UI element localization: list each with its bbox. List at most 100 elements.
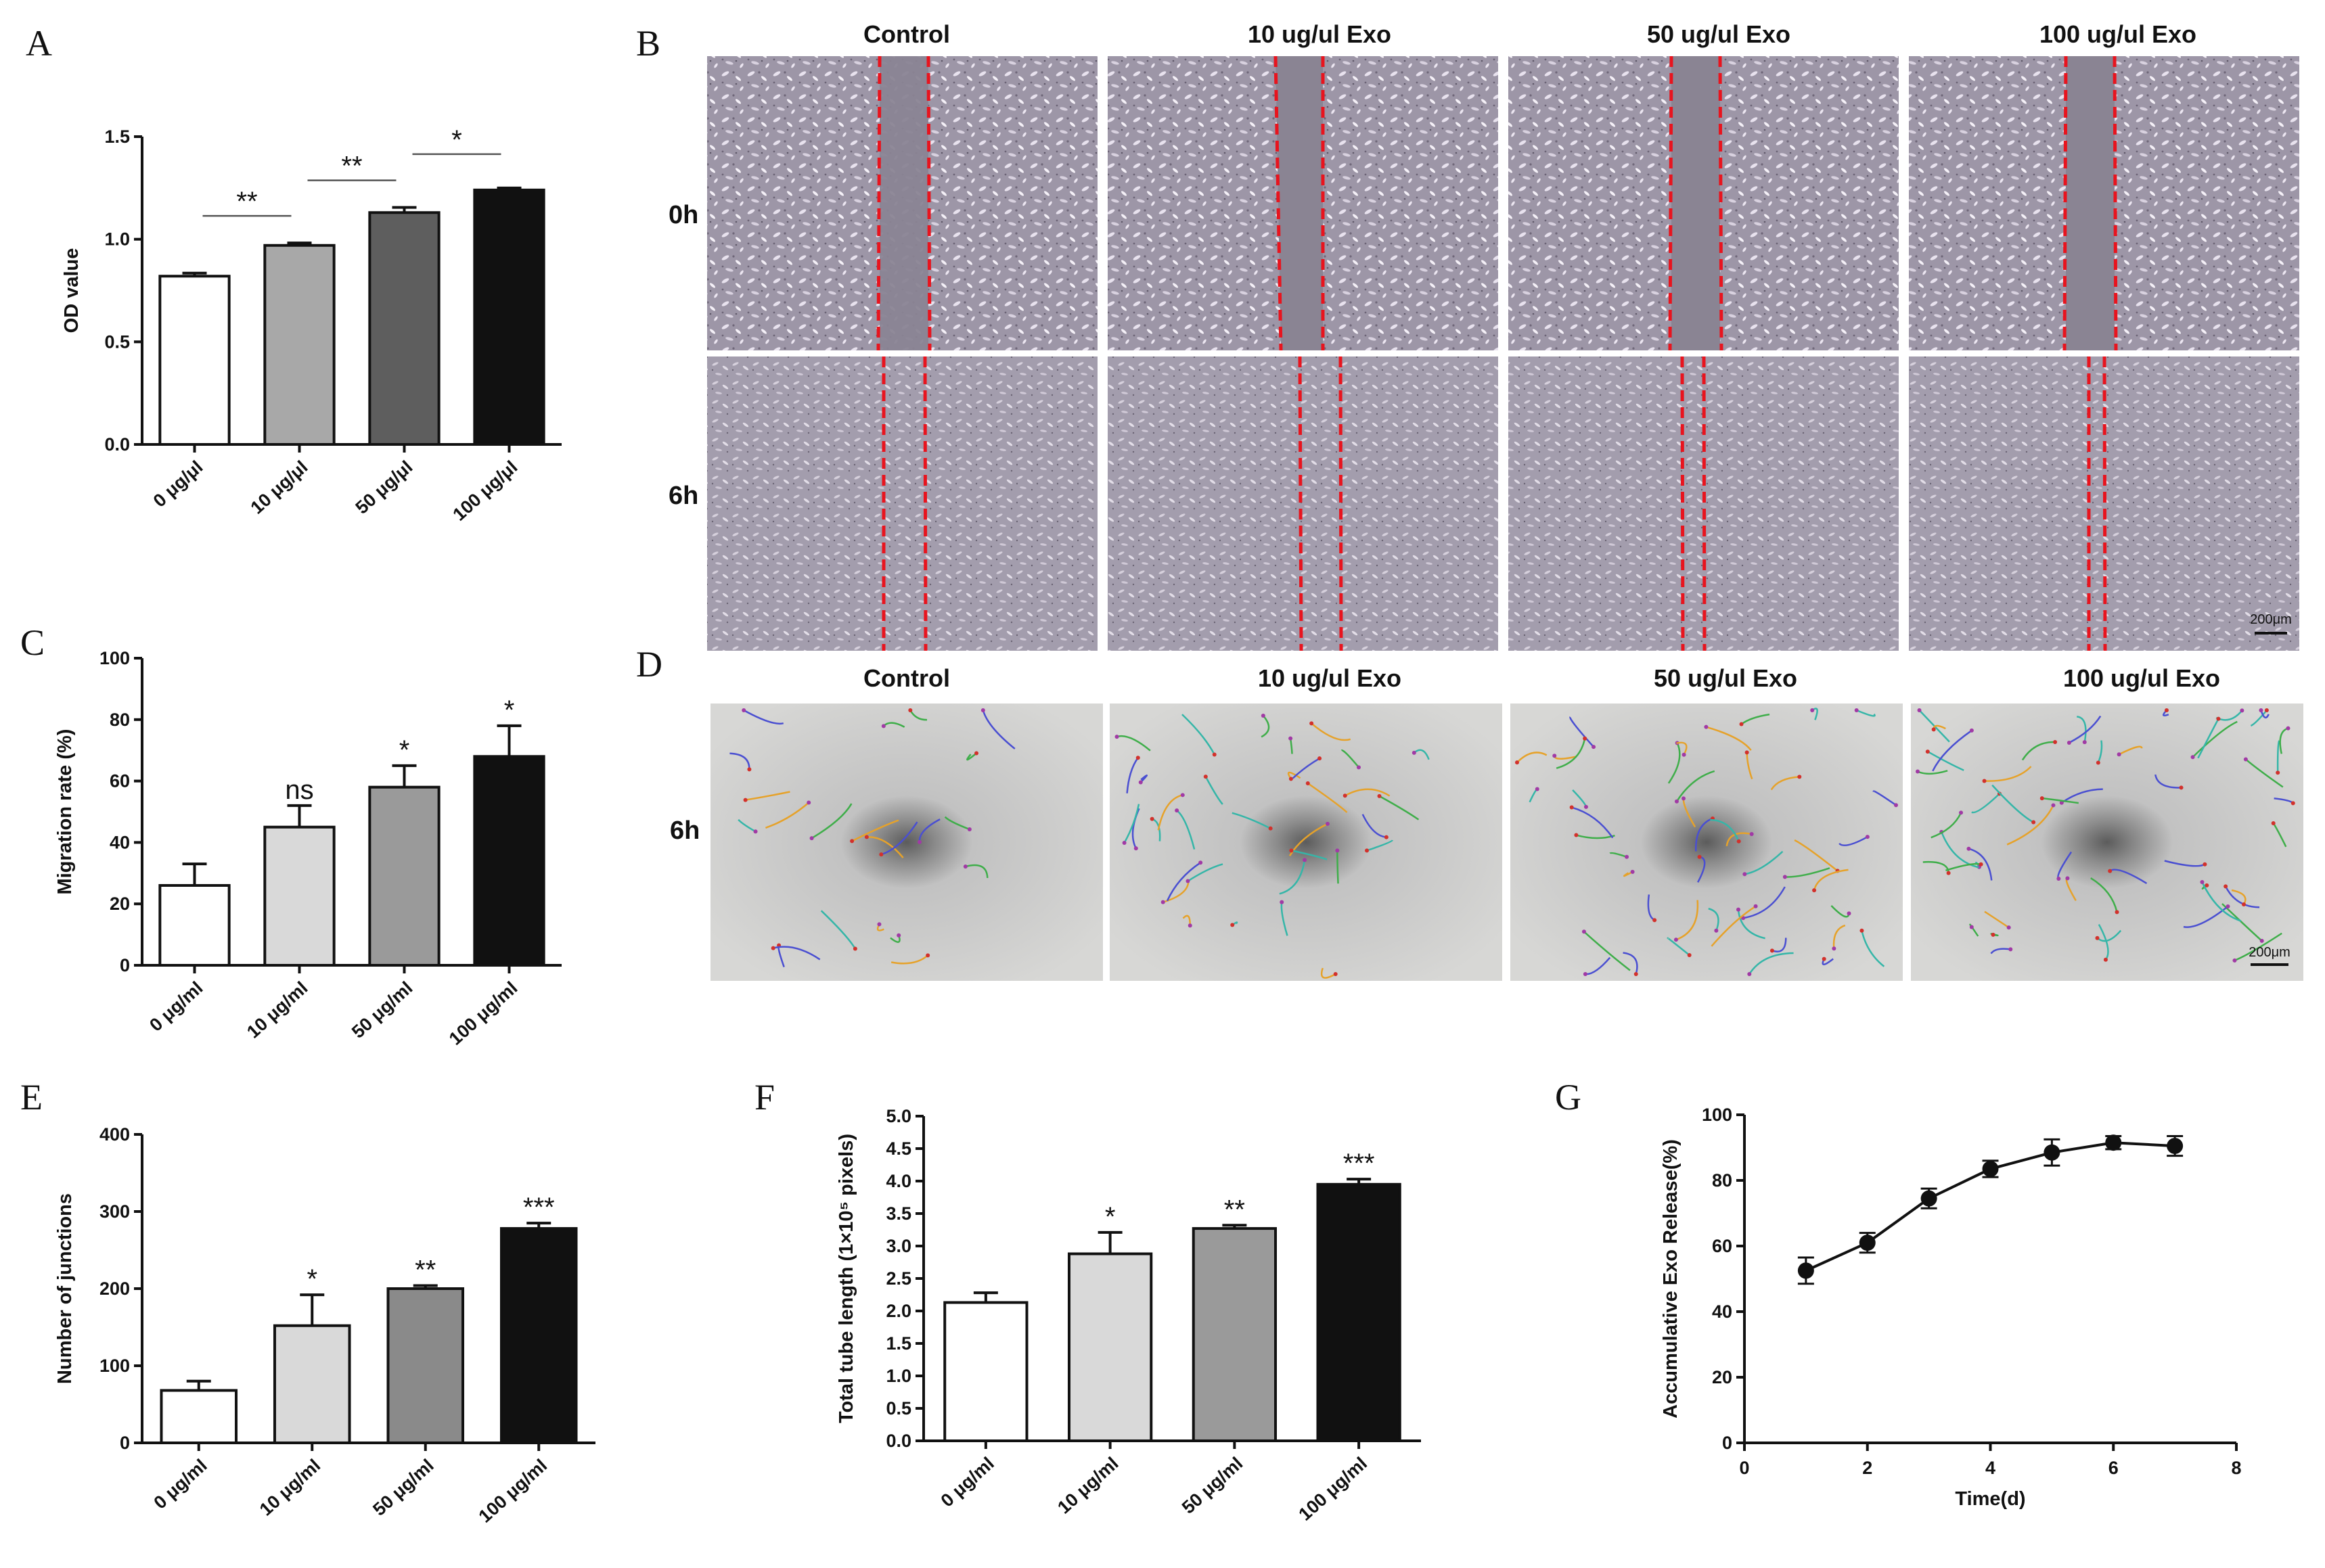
x-tick-label: 50 μg/ml xyxy=(369,1455,437,1520)
x-tick-label: 8 xyxy=(2231,1458,2241,1478)
tube-segment xyxy=(1794,839,1838,872)
tube-junction xyxy=(2286,726,2290,731)
tube-segment xyxy=(1157,794,1183,831)
scale-bar-label: 200μm xyxy=(2249,945,2290,960)
tube-segment xyxy=(1813,869,1849,891)
wound-edge-line xyxy=(926,55,932,351)
tube-segment xyxy=(966,752,977,761)
x-tick-label: 100 μg/μl xyxy=(449,457,521,525)
chart-a-od-value: 0.0 0.5 1.0 1.5 OD value 0 μg/μl 10 μg/μl 50 μg… xyxy=(61,125,562,525)
tube-segment xyxy=(1784,867,1830,878)
tube-segment xyxy=(1569,716,1594,747)
y-tick-label: 40 xyxy=(110,832,130,852)
bar xyxy=(1316,1182,1401,1443)
tube-segment xyxy=(1695,817,1713,852)
bar xyxy=(368,785,441,967)
data-point xyxy=(1982,1161,1999,1178)
tube-junction xyxy=(2067,740,2071,745)
tube-segment xyxy=(1583,931,1631,971)
tube-junction xyxy=(1198,860,1203,865)
x-tick-label: 10 μg/ml xyxy=(1054,1453,1122,1518)
tube-segment xyxy=(1838,836,1868,846)
tube-junction xyxy=(2179,785,2184,790)
wound-edge-line xyxy=(1298,356,1303,651)
y-tick-label: 1.0 xyxy=(886,1366,911,1386)
tube-junction xyxy=(2051,803,2056,808)
tube-segment xyxy=(1990,948,2011,954)
tube-junction xyxy=(1377,793,1382,798)
bar xyxy=(386,1287,465,1444)
tube-segment xyxy=(1748,952,1794,975)
tube-junction xyxy=(1982,779,1987,783)
bar xyxy=(473,188,545,446)
tube-segment xyxy=(1378,795,1420,821)
tube-junction xyxy=(1969,925,1974,929)
tube-segment xyxy=(765,802,810,829)
tube-junction xyxy=(1317,756,1322,761)
y-tick-label: 300 xyxy=(99,1201,130,1222)
tube-junction xyxy=(1203,775,1208,779)
tube-junction xyxy=(2065,876,2070,881)
tube-segment xyxy=(1737,909,1765,940)
panel-d-row-label: 6h xyxy=(670,816,700,845)
tube-junction xyxy=(2259,938,2264,943)
tube-junction xyxy=(1633,972,1638,976)
tube-junction xyxy=(877,922,882,927)
significance-label: * xyxy=(307,1264,317,1294)
tube-junction xyxy=(1742,872,1747,877)
tube-junction xyxy=(2059,800,2064,805)
panel-b-column-title: 100 ug/ul Exo xyxy=(2039,20,2196,48)
y-tick-label: 2.0 xyxy=(886,1301,911,1321)
wound-edge-line xyxy=(2113,55,2118,351)
tube-junction xyxy=(1865,835,1870,839)
tube-junction xyxy=(771,946,775,950)
tube-junction xyxy=(1959,810,1964,815)
tube-segment xyxy=(1968,848,1993,881)
x-tick-label: 4 xyxy=(1985,1458,1995,1478)
tube-segment xyxy=(1311,722,1351,741)
tube-junction xyxy=(1135,756,1140,760)
tube-junction xyxy=(1687,952,1692,957)
tube-segment xyxy=(1771,938,1787,952)
x-tick-label: 10 μg/μl xyxy=(247,457,312,518)
tube-segment xyxy=(1984,766,2032,782)
significance-label: *** xyxy=(1343,1149,1375,1178)
y-tick-label: 0.5 xyxy=(104,331,130,352)
tube-segment xyxy=(1708,908,1719,931)
micrograph-6h-10 xyxy=(1108,356,1498,651)
tube-segment xyxy=(1187,863,1223,882)
tube-junction xyxy=(1212,752,1217,757)
tube-junction xyxy=(1832,946,1836,951)
tube-segment xyxy=(982,710,1016,750)
tube-segment xyxy=(2192,720,2238,758)
tube-segment xyxy=(2234,932,2282,962)
tube-junction xyxy=(1966,846,1971,851)
tube-junction xyxy=(1583,804,1588,809)
tube-segment xyxy=(1667,742,1681,784)
y-tick-label: 60 xyxy=(1712,1236,1732,1256)
tube-junction xyxy=(1931,727,1936,732)
tube-junction xyxy=(1747,972,1752,976)
y-axis-label: Total tube length (1×10⁵ pixels) xyxy=(836,1134,857,1423)
tube-segment xyxy=(745,791,790,801)
tube-segment xyxy=(1706,726,1752,751)
tube-junction xyxy=(1969,728,1974,733)
data-point xyxy=(2044,1144,2060,1161)
tube-junction xyxy=(908,708,913,712)
tube-segment xyxy=(1744,850,1784,875)
wound-edge-line xyxy=(1338,356,1343,651)
tube-junction xyxy=(2224,884,2228,889)
x-tick-label: 50 μg/μl xyxy=(352,457,417,518)
tube-segment xyxy=(1941,831,1979,869)
tube-junction xyxy=(1175,808,1179,813)
tube-junction xyxy=(1186,879,1190,883)
tube-segment xyxy=(1291,850,1328,860)
tube-junction xyxy=(1854,708,1859,712)
tube-junction xyxy=(2226,904,2230,908)
tube-junction xyxy=(1357,765,1361,770)
tube-junction xyxy=(2056,877,2061,881)
tube-junction xyxy=(1133,846,1138,851)
tube-segment xyxy=(1292,758,1320,779)
panel-b-column-title: 10 ug/ul Exo xyxy=(1248,20,1391,48)
tube-junction xyxy=(1230,923,1235,927)
